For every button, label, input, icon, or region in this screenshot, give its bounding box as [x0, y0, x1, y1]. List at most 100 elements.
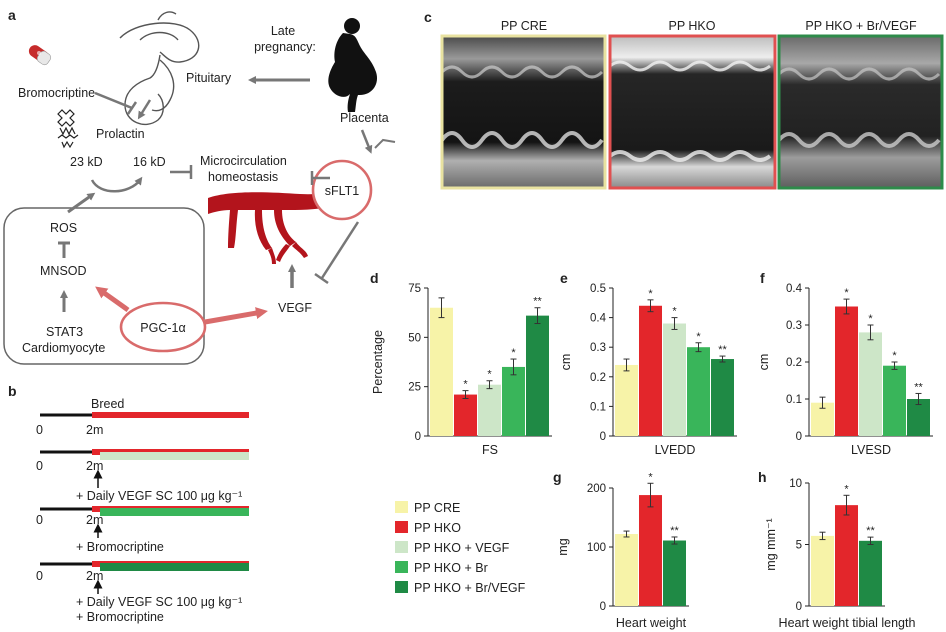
y-tick-label-h-2: 10	[789, 478, 802, 490]
pregnant-woman-icon	[328, 18, 378, 112]
timeline-1-2m: 2m	[86, 423, 103, 437]
bar-d-2	[478, 384, 501, 436]
late-pregnancy-label-line1: Late	[271, 24, 295, 38]
microcirculation-label-line2: homeostasis	[208, 170, 278, 184]
sig-mark-h-1: *	[844, 483, 849, 495]
legend-label-3: PP HKO + Br	[414, 561, 488, 575]
bar-g-2	[663, 540, 686, 606]
echo-image-pp-hko-br-vegf	[777, 34, 944, 190]
echo-image-pp-cre	[440, 34, 607, 190]
pgc1a-label: PGC-1α	[140, 321, 185, 335]
arrow-pgc1a-to-vegf	[204, 307, 268, 325]
y-tick-label-f-0: 0	[796, 431, 802, 443]
legend-label-4: PP HKO + Br/VEGF	[414, 581, 526, 595]
timeline-4-bar	[100, 563, 249, 571]
y-tick-label-e-3: 0.3	[590, 342, 606, 354]
bar-f-1	[835, 306, 858, 436]
y-tick-label-d-2: 50	[408, 332, 421, 344]
cardiomyocyte-box	[3, 207, 205, 365]
legend-swatch-1	[395, 521, 408, 533]
blood-vessel-icon	[208, 190, 346, 264]
kd23-label: 23 kD	[70, 155, 103, 169]
stat3-label: STAT3	[46, 325, 83, 339]
bar-f-3	[883, 365, 906, 436]
bar-f-4	[907, 399, 930, 436]
sig-mark-f-4: **	[914, 381, 923, 393]
prolactin-molecule-icon	[57, 109, 79, 149]
y-tick-label-g-0: 0	[600, 601, 606, 613]
panel-label-a: a	[8, 7, 16, 23]
sig-mark-e-3: *	[696, 331, 701, 343]
panel-label-g: g	[553, 469, 562, 485]
pill-icon	[28, 45, 52, 66]
pituitary-label: Pituitary	[186, 71, 232, 85]
echo-title-3: PP HKO + Br/VEGF	[805, 19, 917, 33]
bar-d-3	[502, 366, 525, 436]
bar-h-2	[859, 540, 882, 606]
y-tick-label-f-2: 0.2	[786, 357, 802, 369]
legend-label-1: PP HKO	[414, 521, 461, 535]
x-label-g: Heart weight	[616, 616, 687, 630]
bar-e-2	[663, 323, 686, 436]
bar-h-1	[835, 505, 858, 606]
timeline-3-zero: 0	[36, 513, 43, 527]
arrow-ros-to-cleavage	[67, 192, 96, 214]
echo-title-2: PP HKO	[668, 19, 715, 33]
sig-mark-d-2: *	[487, 369, 492, 381]
legend-label-2: PP HKO + VEGF	[414, 541, 510, 555]
panel-label-c: c	[424, 9, 432, 25]
bar-d-1	[454, 394, 477, 436]
bar-charts: 0255075*****PercentageFS00.10.20.30.40.5…	[371, 283, 933, 630]
legend-swatch-4	[395, 581, 408, 593]
bar-d-0	[430, 307, 453, 436]
timeline-3-2m: 2m	[86, 513, 103, 527]
bar-e-4	[711, 359, 734, 436]
y-label-g: mg	[556, 538, 570, 555]
sig-mark-d-4: **	[533, 296, 542, 308]
bromocriptine-label: Bromocriptine	[18, 86, 95, 100]
legend-label-0: PP CRE	[414, 501, 460, 515]
x-label-h: Heart weight tibial length	[779, 616, 916, 630]
y-label-e: cm	[559, 354, 573, 371]
y-tick-label-h-1: 5	[796, 540, 802, 552]
y-tick-label-f-1: 0.1	[786, 394, 802, 406]
bar-f-0	[811, 402, 834, 436]
bar-d-4	[526, 315, 549, 436]
timeline-2-2m: 2m	[86, 459, 103, 473]
placenta-label: Placenta	[340, 111, 389, 125]
bar-e-1	[639, 305, 662, 436]
echo-border-3	[777, 34, 944, 190]
echo-title-1: PP CRE	[501, 19, 547, 33]
timeline-4-zero: 0	[36, 569, 43, 583]
echo-border-2	[608, 34, 777, 190]
mnsod-label: MNSOD	[40, 264, 87, 278]
y-tick-label-e-2: 0.2	[590, 372, 606, 384]
vegf-label: VEGF	[278, 301, 312, 315]
timeline-4-note-1: + Daily VEGF SC 100 μg kg⁻¹	[76, 595, 242, 609]
y-tick-label-e-1: 0.1	[590, 401, 606, 413]
legend-swatch-2	[395, 541, 408, 553]
bar-g-0	[615, 534, 638, 606]
panel-c: c PP CRE PP HKO PP HKO + Br/VEGF	[424, 9, 944, 190]
sig-mark-g-1: *	[648, 471, 653, 483]
arrow-pgc1a-to-mnsod	[95, 286, 130, 313]
panel-label-b: b	[8, 383, 17, 399]
microcirculation-label-line1: Microcirculation	[200, 154, 287, 168]
y-label-h: mg mm⁻¹	[764, 518, 778, 570]
y-tick-label-g-1: 100	[587, 542, 606, 554]
arrow-pituitary-to-prolactin	[137, 99, 152, 120]
sig-mark-h-2: **	[866, 525, 875, 537]
timeline-3-note: + Bromocriptine	[76, 540, 164, 554]
kd16-label: 16 kD	[133, 155, 166, 169]
timeline-1-bar	[92, 412, 249, 418]
bar-g-1	[639, 495, 662, 606]
sig-mark-d-1: *	[463, 379, 468, 391]
sig-mark-f-2: *	[868, 313, 873, 325]
panel-label-f: f	[760, 270, 765, 286]
x-label-f: LVESD	[851, 443, 891, 457]
y-tick-label-d-3: 75	[408, 283, 421, 295]
